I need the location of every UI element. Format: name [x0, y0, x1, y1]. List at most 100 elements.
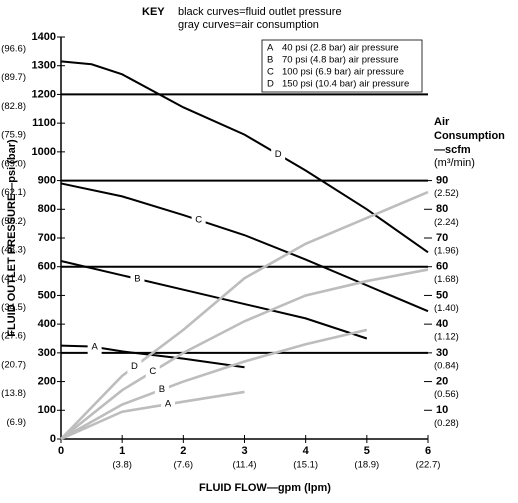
- y-tick-label: 300: [38, 347, 56, 359]
- y2-tick-label: 20: [436, 375, 448, 387]
- legend-letter: D: [267, 79, 274, 90]
- label-gap: [191, 213, 206, 228]
- y2-axis-label: Air: [434, 116, 450, 128]
- line: [60, 390, 245, 441]
- y2-axis-label: —scfm: [434, 144, 471, 156]
- y2-tick-label: 10: [436, 404, 448, 416]
- x-tick-label: 1: [119, 445, 125, 457]
- y-tick-sublabel: (34.5): [1, 302, 26, 313]
- legend-text: 100 psi (6.9 bar) air pressure: [282, 67, 404, 78]
- y-tick-label: 1100: [32, 117, 56, 129]
- x-tick-sublabel: (22.7): [416, 460, 441, 471]
- y-axis-label: FLUID OUTLET PRESSURE—psi (bar): [6, 139, 18, 337]
- y2-tick-label: 70: [436, 232, 448, 244]
- y2-tick-label: 30: [436, 347, 448, 359]
- y-tick-label: 1400: [32, 31, 56, 43]
- curve-label: C: [195, 215, 202, 226]
- label-gap: [130, 271, 145, 286]
- x-tick-sublabel: (3.8): [112, 460, 132, 471]
- legend-text: 70 psi (4.8 bar) air pressure: [282, 55, 399, 66]
- y-tick-label: 1200: [32, 88, 56, 100]
- y-tick-sublabel: (62.1): [1, 187, 26, 198]
- y2-tick-sublabel: (0.56): [434, 389, 459, 400]
- label-gap: [161, 397, 176, 412]
- y2-tick-label: 60: [436, 261, 448, 273]
- y-tick-label: 700: [38, 232, 56, 244]
- y-tick-sublabel: (20.7): [1, 359, 26, 370]
- y-tick-sublabel: (41.4): [1, 273, 26, 284]
- curve-label: A: [165, 399, 172, 410]
- y2-tick-label: 90: [436, 174, 448, 186]
- y-tick-label: 0: [50, 433, 56, 445]
- y2-tick-label: 50: [436, 289, 448, 301]
- label-gap: [271, 147, 286, 162]
- y2-tick-sublabel: (1.12): [434, 332, 459, 343]
- y-tick-label: 1000: [32, 146, 56, 158]
- y-tick-label: 400: [38, 318, 56, 330]
- line: [60, 344, 245, 369]
- y-tick-label: 600: [38, 261, 56, 273]
- legend-text: 40 psi (2.8 bar) air pressure: [282, 43, 399, 54]
- y-tick-sublabel: (48.3): [1, 245, 26, 256]
- legend-box: [261, 39, 423, 93]
- y-tick-label: 500: [38, 289, 56, 301]
- legend-letter: A: [267, 43, 274, 54]
- y-tick-sublabel: (13.8): [1, 388, 26, 399]
- y2-axis-label: (m³/min): [434, 157, 475, 169]
- y-tick-label: 900: [38, 174, 56, 186]
- y-tick-sublabel: (75.9): [1, 130, 26, 141]
- y-tick-label: 100: [38, 404, 56, 416]
- x-tick-label: 2: [180, 445, 186, 457]
- x-tick-label: 5: [364, 445, 370, 457]
- y-tick-label: 1300: [32, 60, 56, 72]
- y-tick-label: 800: [38, 203, 56, 215]
- curve-label: D: [275, 149, 282, 160]
- y2-tick-sublabel: (0.28): [434, 418, 459, 429]
- curve-label: C: [149, 366, 156, 377]
- y2-tick-sublabel: (1.96): [434, 246, 459, 257]
- y-tick-sublabel: (96.6): [1, 44, 26, 55]
- line: [60, 259, 368, 340]
- x-tick-sublabel: (15.1): [293, 460, 318, 471]
- y2-tick-sublabel: (2.52): [434, 188, 459, 199]
- x-tick-sublabel: (7.6): [174, 460, 194, 471]
- key-line: black curves=fluid outlet pressure: [178, 6, 342, 18]
- legend-letter: B: [267, 55, 273, 66]
- line: [60, 190, 429, 440]
- curve-label: A: [91, 342, 98, 353]
- y2-tick-sublabel: (0.84): [434, 360, 459, 371]
- y-tick-sublabel: (89.7): [1, 72, 26, 83]
- x-tick-sublabel: (18.9): [354, 460, 379, 471]
- curve-label: B: [159, 384, 165, 395]
- x-tick-label: 6: [425, 445, 431, 457]
- y-tick-sublabel: (69.0): [1, 158, 26, 169]
- label-gap: [145, 364, 160, 379]
- line: [60, 268, 429, 441]
- y-tick-label: 200: [38, 375, 56, 387]
- y2-tick-label: 80: [436, 203, 448, 215]
- x-axis-label: FLUID FLOW—gpm (lpm): [199, 482, 331, 494]
- line: [60, 60, 429, 254]
- y-tick-sublabel: (6.9): [6, 417, 26, 428]
- y-tick-sublabel: (82.8): [1, 101, 26, 112]
- x-tick-label: 3: [241, 445, 247, 457]
- label-gap: [154, 382, 169, 397]
- key-title: KEY: [142, 6, 165, 18]
- legend-letter: C: [267, 67, 274, 78]
- curve-label: B: [134, 273, 140, 284]
- label-gap: [127, 359, 142, 374]
- key-line: gray curves=air consumption: [178, 19, 319, 31]
- y2-axis-label: Consumption: [434, 130, 505, 142]
- line: [60, 328, 368, 441]
- y-tick-sublabel: (27.6): [1, 331, 26, 342]
- x-tick-sublabel: (11.4): [232, 460, 256, 471]
- y2-tick-label: 40: [436, 318, 448, 330]
- y-tick-sublabel: (55.2): [1, 216, 26, 227]
- y2-tick-sublabel: (2.24): [434, 217, 459, 228]
- y2-tick-sublabel: (1.68): [434, 274, 459, 285]
- x-tick-label: 0: [58, 445, 64, 457]
- label-gap: [87, 340, 102, 355]
- legend-text: 150 psi (10.4 bar) air pressure: [282, 79, 409, 90]
